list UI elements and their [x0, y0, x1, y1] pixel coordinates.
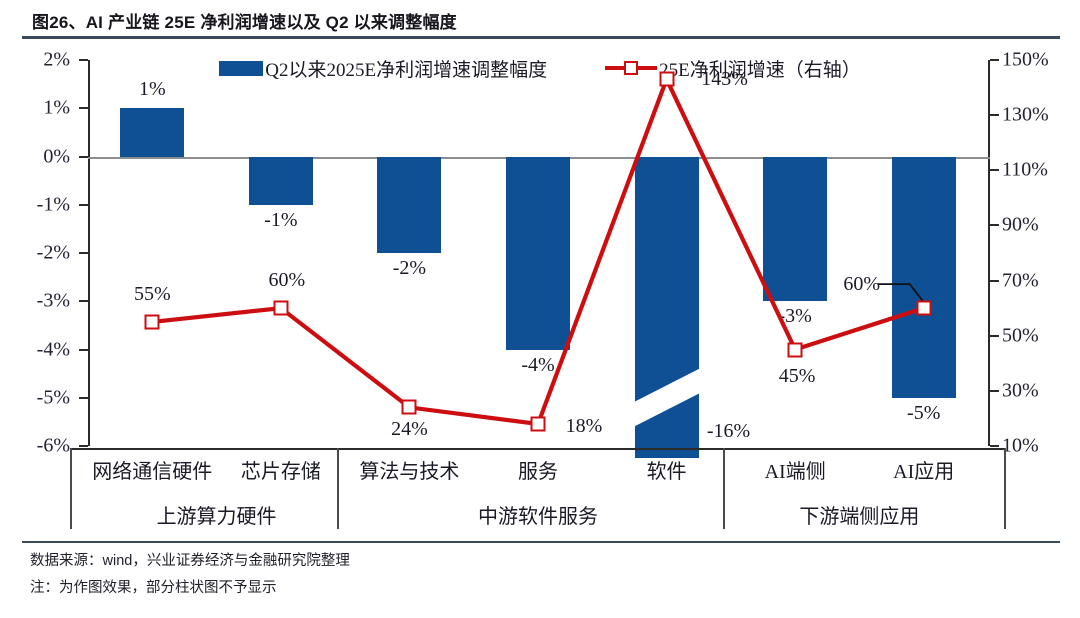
left-axis-tick-label: 1% [43, 96, 70, 119]
category-label-1: 芯片存储 [240, 461, 321, 483]
bar-6[interactable] [891, 156, 956, 398]
left-tick-mark [79, 445, 88, 447]
right-axis-tick-label: 50% [1002, 324, 1039, 347]
bar-truncation-break-icon [593, 352, 742, 442]
left-tick-mark [79, 107, 88, 110]
bar-4[interactable] [634, 156, 699, 459]
left-tick-mark [79, 203, 88, 206]
left-tick-mark [79, 396, 88, 399]
bar-5[interactable] [763, 156, 828, 302]
left-tick-mark [79, 348, 88, 351]
right-axis-tick-label: 30% [1002, 379, 1039, 402]
right-tick-mark [990, 334, 999, 337]
right-tick-mark [990, 114, 999, 117]
left-axis-tick-label: -3% [36, 289, 70, 312]
bar-value-label-3: -4% [521, 353, 555, 376]
legend-item-line: 25E净利润增速（右轴） [605, 55, 861, 82]
category-label-4: 软件 [646, 461, 687, 483]
page-title: 图26、AI 产业链 25E 净利润增速以及 Q2 以来调整幅度 [32, 13, 457, 32]
line-value-label-5: 45% [778, 364, 816, 387]
line-value-label-3: 18% [565, 414, 603, 437]
line-value-label-6: 60% [843, 273, 881, 296]
extra-note: 注：为作图效果，部分柱状图不予显示 [30, 580, 277, 596]
left-tick-mark [79, 300, 88, 303]
line-marker-6[interactable] [916, 300, 932, 316]
line-value-label-1: 60% [268, 269, 306, 292]
chart-footnotes: 数据来源：wind，兴业证券经济与金融研究院整理 注：为作图效果，部分柱状图不予… [30, 548, 930, 602]
right-axis-tick-label: 70% [1002, 269, 1039, 292]
group-label-1: 中游软件服务 [478, 506, 598, 528]
group-label-2: 下游端侧应用 [799, 506, 920, 528]
bar-value-label-0: 1% [138, 78, 166, 101]
right-axis-tick-label: 110% [1002, 158, 1048, 181]
bar-1[interactable] [248, 156, 313, 205]
left-axis-tick-label: -5% [36, 386, 70, 409]
footer-divider-rule [22, 541, 1060, 543]
category-label-2: 算法与技术 [359, 461, 460, 483]
right-tick-mark [990, 279, 999, 282]
group-separator-2 [722, 448, 725, 529]
bar-value-label-4: -16% [706, 420, 751, 442]
category-axis-left-edge [70, 448, 72, 529]
bar-value-label-6: -5% [907, 401, 941, 424]
legend-label-line: 25E净利润增速（右轴） [659, 59, 861, 81]
group-label-0: 上游算力硬件 [156, 506, 277, 528]
chart-legend: Q2以来2025E净利润增速调整幅度 25E净利润增速（右轴） [0, 55, 1080, 81]
line-value-label-0: 55% [133, 282, 171, 305]
zero-baseline [88, 156, 990, 159]
category-axis-right-edge [1004, 448, 1006, 529]
left-axis-tick-label: -6% [36, 434, 70, 457]
bar-value-label-5: -3% [778, 305, 812, 328]
red-line-square-marker-icon [605, 61, 657, 75]
line-marker-3[interactable] [530, 416, 546, 432]
left-axis-tick-label: -2% [36, 241, 70, 264]
group-separator-1 [337, 448, 340, 529]
bar-0[interactable] [120, 108, 185, 157]
left-axis-tick-label: -4% [36, 338, 70, 360]
line-marker-0[interactable] [144, 314, 160, 330]
source-note: 数据来源：wind，兴业证券经济与金融研究院整理 [30, 553, 350, 569]
category-label-5: AI端侧 [764, 461, 826, 483]
right-tick-mark [990, 389, 999, 392]
left-axis-line [88, 60, 90, 446]
bar-2[interactable] [377, 156, 442, 253]
left-axis-tick-label: -1% [36, 193, 70, 216]
left-tick-mark [79, 252, 88, 254]
right-axis-tick-label: 10% [1002, 434, 1039, 457]
callout-leader-line [877, 283, 925, 303]
bar-value-label-1: -1% [264, 208, 298, 231]
right-tick-mark [990, 169, 999, 172]
right-axis-tick-label: 130% [1002, 103, 1049, 126]
bar-value-label-2: -2% [392, 257, 427, 279]
line-marker-5[interactable] [787, 342, 803, 357]
bar-3[interactable] [506, 156, 570, 350]
right-axis-tick-label: 90% [1002, 213, 1039, 236]
right-tick-mark [990, 224, 999, 227]
left-tick-mark [79, 155, 88, 158]
legend-item-bar: Q2以来2025E净利润增速调整幅度 [219, 55, 547, 82]
legend-label-bar: Q2以来2025E净利润增速调整幅度 [265, 59, 548, 81]
category-label-3: 服务 [518, 461, 558, 483]
line-marker-2[interactable] [401, 399, 417, 415]
category-label-6: AI应用 [893, 461, 955, 483]
right-axis-line [988, 60, 990, 446]
right-tick-mark [990, 445, 999, 447]
line-marker-1[interactable] [273, 300, 289, 316]
title-divider-rule [22, 36, 1060, 39]
line-value-label-2: 24% [391, 418, 428, 441]
left-axis-tick-label: 0% [43, 145, 70, 167]
category-axis-top-border [70, 448, 1006, 450]
blue-square-swatch-icon [219, 60, 264, 76]
category-label-0: 网络通信硬件 [92, 461, 213, 483]
